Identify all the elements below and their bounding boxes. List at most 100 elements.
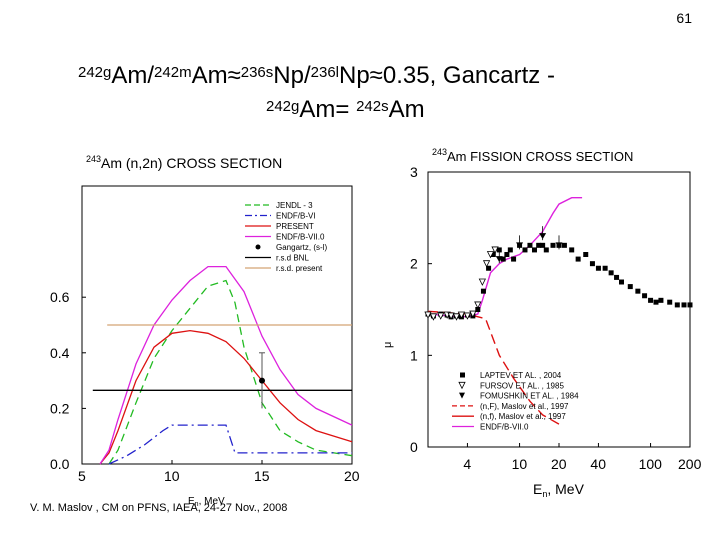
legend-label: FOMUSHKIN ET AL. , 1984 <box>480 392 579 401</box>
data-point-triangle-open <box>478 278 487 286</box>
n2n-cross-section-chart: 243 Am (n,2n) CROSS SECTION 0.0 0.2 0.4 0.6… <box>50 154 360 508</box>
legend-label: ENDF/B-VII.0 <box>276 233 325 242</box>
data-point-triangle <box>555 242 563 249</box>
legend-swatch <box>255 244 261 250</box>
y-tick-label: 0.2 <box>50 400 70 416</box>
chart2-title: Am FISSION CROSS SECTION <box>447 149 633 164</box>
fission-cross-section-chart: 243 Am FISSION CROSS SECTION 0 1 2 3 4 10 20 4… <box>382 147 702 499</box>
data-point-triangle <box>539 233 547 240</box>
legend-label: r.s.d. present <box>276 264 323 273</box>
data-point-square <box>635 288 641 294</box>
chart1-title: Am (n,2n) CROSS SECTION <box>101 155 282 171</box>
slide-title-line-2: 242gAm= 242sAm <box>266 96 425 124</box>
data-point-triangle-open <box>457 311 466 319</box>
data-point-square <box>511 256 517 262</box>
title-text: Np≈0.35, Gancartz - <box>339 62 555 89</box>
data-point-triangle-open <box>469 310 477 318</box>
data-point-square <box>500 256 506 262</box>
data-point-square <box>614 274 620 280</box>
data-point-square <box>486 265 492 271</box>
legend-label: JENDL - 3 <box>276 201 313 210</box>
data-point-square <box>608 270 614 276</box>
data-point <box>259 377 265 384</box>
data-point-square <box>531 247 537 253</box>
data-point-triangle-open <box>437 312 445 320</box>
title-superscript: 242g <box>266 98 300 115</box>
data-point-square <box>550 242 556 248</box>
series-line <box>108 279 353 465</box>
data-point-square <box>561 242 567 248</box>
data-point-square <box>504 252 510 257</box>
chart2-ylabel: μ <box>382 342 394 348</box>
x-tick-label: 20 <box>344 468 360 484</box>
chart1-title-superscript: 243 <box>86 154 101 164</box>
data-point-square <box>653 299 659 305</box>
data-point-square <box>543 247 549 253</box>
data-point-triangle-open <box>482 260 491 268</box>
slide-title-line-1: 242gAm/242mAm≈236sNp/236lNp≈0.35, Gancar… <box>78 62 555 90</box>
data-point-triangle <box>495 256 503 263</box>
legend-label: r.s.d BNL <box>276 254 309 263</box>
data-point-square <box>667 299 673 305</box>
y-tick-label: 2 <box>410 256 418 272</box>
legend-swatch <box>458 381 466 390</box>
legend-label: ENDF/B-VI <box>276 212 316 221</box>
y-tick-label: 0.4 <box>50 345 70 361</box>
title-text: Np/ <box>273 62 311 89</box>
x-tick-label: 15 <box>254 468 270 484</box>
data-point-triangle-open <box>429 313 438 321</box>
series-line <box>427 310 560 425</box>
data-point-square <box>575 256 581 262</box>
x-tick-label: 10 <box>164 468 180 484</box>
x-tick-label: 20 <box>551 456 567 472</box>
data-point-square <box>490 252 496 257</box>
page-number: 61 <box>676 10 692 26</box>
data-point-square <box>602 265 608 271</box>
legend-swatch <box>459 392 465 399</box>
x-tick-label: 40 <box>590 456 606 472</box>
y-tick-label: 0.0 <box>50 456 70 472</box>
data-point-square <box>480 288 486 294</box>
data-point-square <box>475 307 481 312</box>
title-superscript: 242s <box>356 98 389 115</box>
title-superscript: 242m <box>154 64 192 81</box>
legend-label: FURSOV ET AL. , 1985 <box>480 381 564 390</box>
data-point-triangle-open <box>447 312 455 320</box>
data-point-triangle-open <box>486 251 495 259</box>
data-point-triangle-open <box>474 301 482 309</box>
chart2-title-superscript: 243 <box>432 147 447 157</box>
title-superscript: 236s <box>240 64 274 81</box>
title-text: Am≈ <box>191 62 241 89</box>
y-tick-label: 0 <box>410 439 418 455</box>
data-point-square <box>658 297 664 303</box>
legend-label: ENDF/B-VII.0 <box>480 423 529 432</box>
legend-label: PRESENT <box>276 222 314 231</box>
data-point-square <box>536 242 542 248</box>
x-tick-label: 5 <box>78 468 86 484</box>
footer-citation: V. M. Maslov , CM on PFNS, IAEA, 24-27 N… <box>30 502 288 514</box>
data-point-square <box>540 242 546 248</box>
x-tick-label: 100 <box>639 456 663 472</box>
data-point-triangle-open <box>452 313 461 321</box>
chart2-xlabel: En, MeV <box>533 481 585 499</box>
data-point-square <box>627 284 633 290</box>
data-point-square <box>674 302 680 308</box>
title-superscript: 236l <box>310 64 339 81</box>
legend-label: LAPTEV ET AL. , 2004 <box>480 371 562 380</box>
title-text: Am/ <box>111 62 155 89</box>
x-tick-label: 10 <box>512 456 528 472</box>
legend-label: (n,F), Maslov et al., 1997 <box>480 402 569 411</box>
data-point-triangle-open <box>424 311 432 319</box>
data-point-square <box>648 297 654 303</box>
series-line <box>108 424 352 465</box>
data-point-square <box>595 265 601 271</box>
data-point-square <box>681 302 687 308</box>
data-point-square <box>589 261 595 267</box>
y-tick-label: 1 <box>410 347 418 363</box>
data-point-triangle-open <box>463 312 472 320</box>
legend-swatch <box>460 372 465 378</box>
title-text: Am <box>388 96 425 123</box>
y-tick-label: 0.6 <box>50 289 70 305</box>
x-tick-label: 4 <box>463 456 471 472</box>
